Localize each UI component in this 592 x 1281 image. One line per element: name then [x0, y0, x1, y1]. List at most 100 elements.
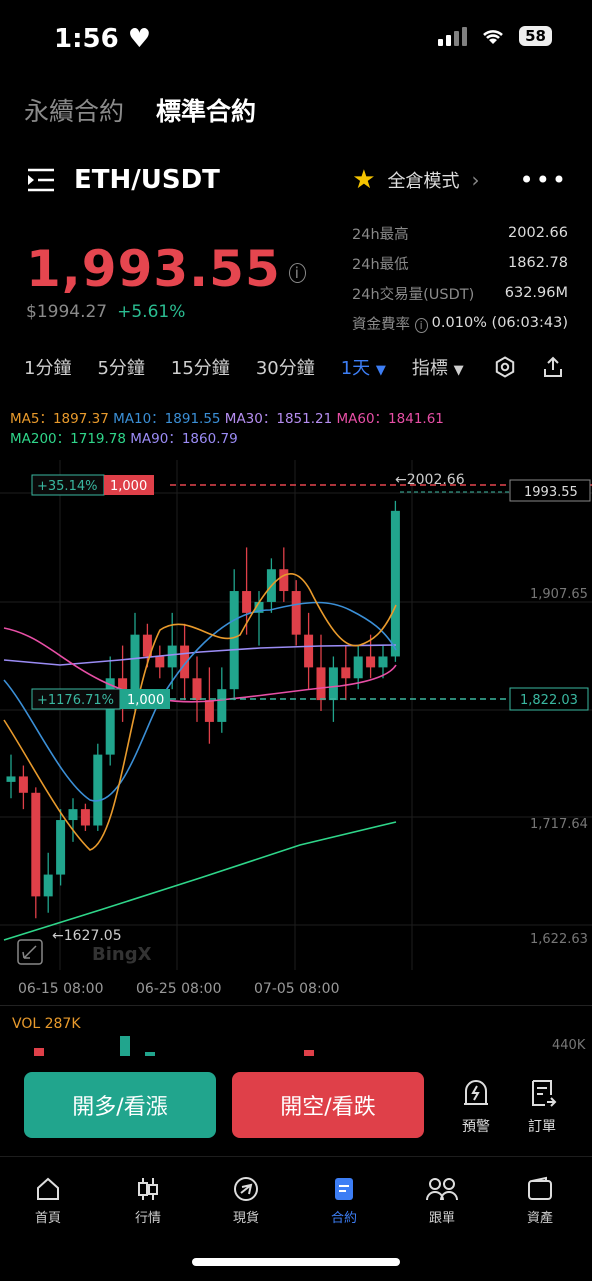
nav-futures[interactable]: 合約 — [314, 1175, 374, 1226]
signal-icon — [438, 26, 468, 46]
tab-perpetual[interactable]: 永續合約 — [24, 97, 125, 126]
candle-body — [390, 510, 400, 657]
x-axis-label: 06-25 08:00 — [136, 981, 221, 997]
volume-label: VOL 287K — [12, 1016, 81, 1032]
tf-1m[interactable]: 1分鐘 — [24, 358, 72, 379]
ma200-value: MA200：1719.78 — [10, 431, 126, 447]
tf-1d[interactable]: 1天 ▼ — [340, 358, 386, 379]
candle-body — [378, 656, 388, 668]
candle-body — [353, 656, 363, 679]
ma10-line — [3, 601, 397, 802]
wallet-icon — [528, 1176, 552, 1200]
candle-body — [31, 792, 41, 897]
status-indicators: 58 — [438, 26, 552, 46]
candle-body — [118, 678, 128, 690]
candle-body — [204, 700, 214, 722]
nav-spot[interactable]: 現貨 — [216, 1175, 276, 1226]
volume-bars — [34, 1036, 314, 1056]
more-icon[interactable]: ••• — [519, 166, 568, 194]
candle-body — [142, 634, 152, 657]
candle-body — [217, 689, 227, 722]
candle-body — [56, 820, 66, 875]
margin-mode[interactable]: 全倉模式 — [387, 171, 460, 192]
open-long-button[interactable]: 開多/看漲 — [24, 1072, 216, 1138]
price-subline: $1994.27 +5.61% — [26, 302, 185, 322]
indicators-button[interactable]: 指標 ▼ — [411, 358, 464, 379]
alert-button[interactable]: 預警 — [454, 1078, 498, 1136]
futures-icon — [335, 1178, 353, 1200]
tab-standard[interactable]: 標準合約 — [156, 97, 257, 126]
candle-body — [254, 601, 264, 613]
y-axis-label: 1,717.64 — [530, 817, 588, 832]
svg-text:+1176.71%: +1176.71% — [37, 693, 114, 708]
svg-text:1,822.03: 1,822.03 — [520, 693, 578, 708]
low-marker: ←1627.05 — [52, 928, 122, 944]
nav-home[interactable]: 首頁 — [18, 1175, 78, 1226]
candle-body — [155, 656, 165, 668]
candle-body — [291, 591, 301, 635]
divider — [0, 1005, 592, 1006]
tp-tag[interactable]: +35.14% 1,000 — [31, 474, 154, 496]
candle-body — [80, 809, 90, 826]
ma5-line — [3, 573, 397, 851]
stat-volume: 24h交易量(USDT) 632.96M — [352, 285, 568, 303]
open-short-button[interactable]: 開空/看跌 — [232, 1072, 424, 1138]
nav-copytrade[interactable]: 跟單 — [412, 1175, 472, 1226]
orders-button[interactable]: 訂單 — [520, 1078, 564, 1136]
chevron-right-icon[interactable]: › — [471, 168, 480, 192]
ma60-line — [3, 627, 397, 703]
ma90-value: MA90：1860.79 — [130, 431, 238, 447]
nav-assets[interactable]: 資產 — [510, 1175, 570, 1226]
y-axis-label: 1,907.65 — [530, 587, 588, 602]
ma90-line — [3, 644, 397, 666]
bottom-nav: 首頁 行情 現貨 合約 跟單 資產 — [0, 1156, 592, 1281]
info-icon[interactable]: i — [288, 262, 306, 283]
settings-icon[interactable] — [494, 356, 516, 378]
candle-body — [130, 634, 140, 690]
high-marker: ←2002.66 — [395, 472, 465, 488]
svg-text:1,000: 1,000 — [110, 479, 147, 494]
candle-body — [68, 809, 78, 821]
candle-body — [192, 678, 202, 701]
candlestick-chart[interactable]: +35.14% 1,000 +1176.71% 1,000 ←2002.66 ←… — [0, 460, 592, 1005]
stats-panel: 24h最高 2002.66 24h最低 1862.78 24h交易量(USDT) 63… — [352, 218, 568, 338]
caret-down-icon: ▼ — [453, 363, 464, 378]
watermark: BingX — [92, 944, 152, 965]
ma-legend-1: MA5：1897.37 MA10：1891.55 MA30：1851.21 MA… — [10, 407, 444, 427]
menu-icon[interactable] — [26, 167, 56, 193]
candle-body — [167, 645, 177, 668]
share-icon[interactable] — [542, 356, 564, 378]
svg-text:+35.14%: +35.14% — [37, 479, 97, 494]
svg-text:1,000: 1,000 — [127, 693, 164, 708]
home-indicator — [192, 1258, 400, 1266]
svg-text:1993.55: 1993.55 — [524, 485, 578, 500]
caret-down-icon: ▼ — [375, 363, 386, 378]
candles-icon — [138, 1178, 158, 1200]
candle-body — [93, 754, 103, 826]
contract-type-tabs: 永續合約 標準合約 — [24, 92, 256, 128]
ma5-value: MA5：1897.37 — [10, 411, 109, 427]
sl-price-tag — [509, 687, 589, 711]
x-axis-label: 06-15 08:00 — [18, 981, 103, 997]
tf-5m[interactable]: 5分鐘 — [97, 358, 145, 379]
last-price: 1,993.55 i — [26, 240, 306, 298]
pair-header: ETH/USDT ★ 全倉模式 › ••• — [26, 160, 568, 200]
pair-name[interactable]: ETH/USDT — [74, 165, 220, 195]
nav-markets[interactable]: 行情 — [118, 1175, 178, 1226]
price-tag — [509, 479, 591, 502]
star-icon[interactable]: ★ — [352, 165, 376, 195]
status-time: 1:56 ♥ — [54, 24, 152, 54]
fullscreen-icon[interactable] — [17, 939, 43, 965]
ma30-value: MA30：1851.21 — [224, 411, 333, 427]
usd-price: $1994.27 — [26, 302, 108, 322]
wifi-icon — [483, 30, 504, 44]
stat-low: 24h最低 1862.78 — [352, 255, 568, 273]
info-icon[interactable]: i — [414, 317, 428, 333]
tf-15m[interactable]: 15分鐘 — [170, 358, 230, 379]
ma10-value: MA10：1891.55 — [113, 411, 221, 427]
tf-30m[interactable]: 30分鐘 — [255, 358, 315, 379]
candle-body — [43, 874, 53, 897]
alert-icon — [464, 1080, 488, 1105]
sl-tag[interactable]: +1176.71% 1,000 — [31, 688, 170, 710]
x-axis-label: 07-05 08:00 — [254, 981, 339, 997]
